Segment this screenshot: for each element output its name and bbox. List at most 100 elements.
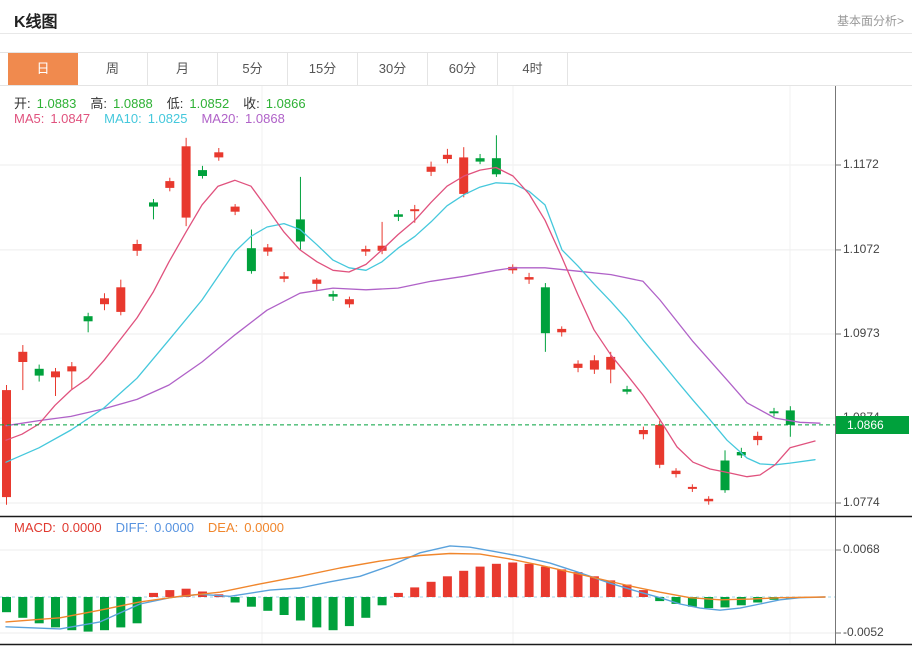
macd-bar: [426, 581, 436, 597]
macd-bar: [704, 597, 714, 609]
page-title: K线图: [14, 14, 58, 31]
macd-bar: [655, 597, 665, 602]
legend-value: 1.0868: [245, 111, 285, 126]
tab-interval-1[interactable]: 周: [78, 53, 148, 85]
macd-tick-label: 0.0068: [843, 542, 880, 556]
dea-line: [5, 552, 826, 623]
macd-bar: [100, 597, 109, 631]
macd-bar: [491, 563, 501, 597]
tab-interval-5[interactable]: 30分: [358, 53, 428, 85]
candle-body: [149, 202, 158, 207]
macd-bar: [263, 597, 273, 611]
macd-bar: [361, 597, 371, 618]
candle-body: [328, 294, 338, 297]
price-tick-label: 1.0774: [843, 495, 880, 509]
macd-bar: [165, 590, 175, 597]
macd-bar: [671, 597, 681, 604]
macd-bar: [230, 597, 240, 603]
legend-label: MA10:: [104, 111, 142, 126]
tab-interval-6[interactable]: 60分: [428, 53, 498, 85]
candle-body: [344, 299, 354, 305]
candle-body: [165, 181, 175, 188]
macd-bar: [687, 597, 697, 607]
candle-body: [279, 276, 289, 279]
candle-body: [312, 279, 322, 284]
candle-body: [67, 366, 77, 372]
macd-bar: [524, 563, 534, 597]
current-price-label: 1.0866: [836, 416, 909, 434]
candle-body: [491, 158, 501, 175]
legend-label: MA20:: [201, 111, 240, 126]
macd-bar: [149, 592, 158, 597]
candle-body: [785, 410, 795, 425]
tab-interval-7[interactable]: 4时: [498, 53, 568, 85]
candle-body: [573, 363, 583, 368]
candle-body: [230, 206, 240, 212]
legend-value: 1.0847: [50, 111, 91, 126]
price-tick-label: 1.1172: [843, 157, 879, 171]
candle-body: [769, 411, 779, 414]
macd-bar: [557, 569, 567, 598]
macd-bar: [410, 587, 420, 598]
legend-label: DIFF:: [115, 520, 149, 535]
ma10-line: [5, 182, 816, 466]
legend-value: 0.0000: [244, 520, 285, 535]
macd-bar: [475, 566, 485, 597]
macd-bar: [2, 597, 11, 613]
candle-body: [442, 154, 452, 159]
legend-label: 高:: [90, 96, 108, 111]
legend-label: DEA:: [207, 520, 239, 535]
ohlc-legend: 开: 1.0883 高: 1.0888 低: 1.0852 收: 1.0866: [14, 93, 320, 112]
candle-body: [508, 266, 518, 271]
macd-bar: [442, 576, 452, 598]
macd-legend: MACD: 0.0000 DIFF: 0.0000 DEA: 0.0000: [14, 520, 298, 535]
candle-body: [687, 486, 697, 489]
tab-interval-0[interactable]: 日: [8, 53, 78, 85]
macd-bar: [377, 597, 387, 606]
candle-body: [606, 356, 616, 370]
macd-bar: [67, 597, 77, 631]
legend-value: 1.0852: [189, 96, 230, 111]
ma-legend: MA5: 1.0847 MA10: 1.0825 MA20: 1.0868: [14, 111, 299, 126]
macd-bar: [328, 597, 338, 631]
macd-bar: [295, 597, 305, 621]
ma5-line: [5, 166, 816, 478]
candle-body: [263, 247, 273, 252]
candle-body: [198, 170, 207, 176]
candle-body: [132, 244, 142, 251]
macd-bar: [573, 572, 583, 597]
fundamental-analysis-link[interactable]: 基本面分析>: [836, 14, 904, 28]
macd-bar: [18, 597, 28, 618]
legend-value: 1.0888: [113, 96, 153, 111]
candle-body: [181, 146, 191, 218]
title-divider: [0, 33, 912, 34]
candle-body: [246, 248, 256, 272]
macd-bar: [132, 597, 142, 624]
candle-body: [704, 498, 714, 502]
tab-interval-2[interactable]: 月: [148, 53, 218, 85]
legend-label: 收:: [243, 96, 260, 111]
macd-bar: [393, 592, 403, 597]
candle-body: [655, 424, 665, 465]
candle-body: [51, 371, 60, 378]
macd-bar: [459, 570, 469, 598]
price-tick-label: 1.0973: [843, 326, 880, 340]
macd-bar: [246, 597, 256, 607]
macd-bar: [34, 597, 44, 624]
candle-body: [361, 249, 371, 252]
candle-body: [18, 351, 28, 362]
candle-body: [426, 166, 436, 172]
legend-value: 0.0000: [61, 520, 102, 535]
macd-bar: [622, 584, 632, 597]
candle-body: [377, 245, 387, 251]
legend-label: MA5:: [14, 111, 45, 126]
macd-bar: [589, 576, 599, 598]
legend-value: 1.0825: [147, 111, 188, 126]
macd-bar: [720, 597, 730, 608]
legend-value: 1.0866: [265, 96, 306, 111]
macd-bar: [753, 597, 763, 603]
tab-interval-3[interactable]: 5分: [218, 53, 288, 85]
tab-interval-4[interactable]: 15分: [288, 53, 358, 85]
macd-bar: [312, 597, 322, 628]
